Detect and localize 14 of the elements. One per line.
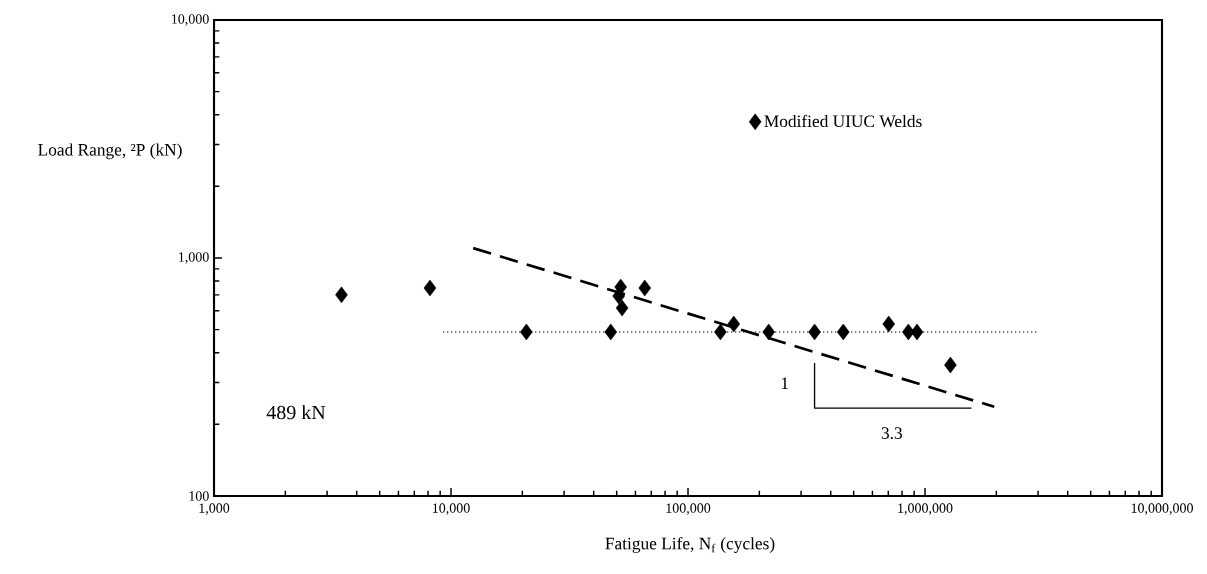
legend-label: Modified UIUC Welds [764, 114, 922, 128]
x-tick-label: 1,000,000 [898, 503, 953, 515]
x-tick-label: 1,000 [199, 503, 230, 515]
annotation: 1 [781, 377, 789, 389]
x-tick-label: 10,000,000 [1131, 503, 1193, 515]
x-tick-label: 100,000 [666, 503, 711, 515]
y-axis-title: Load Range, ²P (kN) [38, 143, 182, 160]
y-tick-label: 1,000 [179, 252, 209, 264]
x-axis-title: Fatigue Life, N$_{f}$ (cycles) [605, 537, 775, 553]
y-tick-label: 100 [189, 491, 209, 501]
annotation: 489 kN [266, 405, 326, 420]
annotation: 3.3 [881, 427, 902, 440]
y-tick-label: 10,000 [172, 14, 209, 26]
x-tick-label: 10,000 [433, 503, 470, 515]
